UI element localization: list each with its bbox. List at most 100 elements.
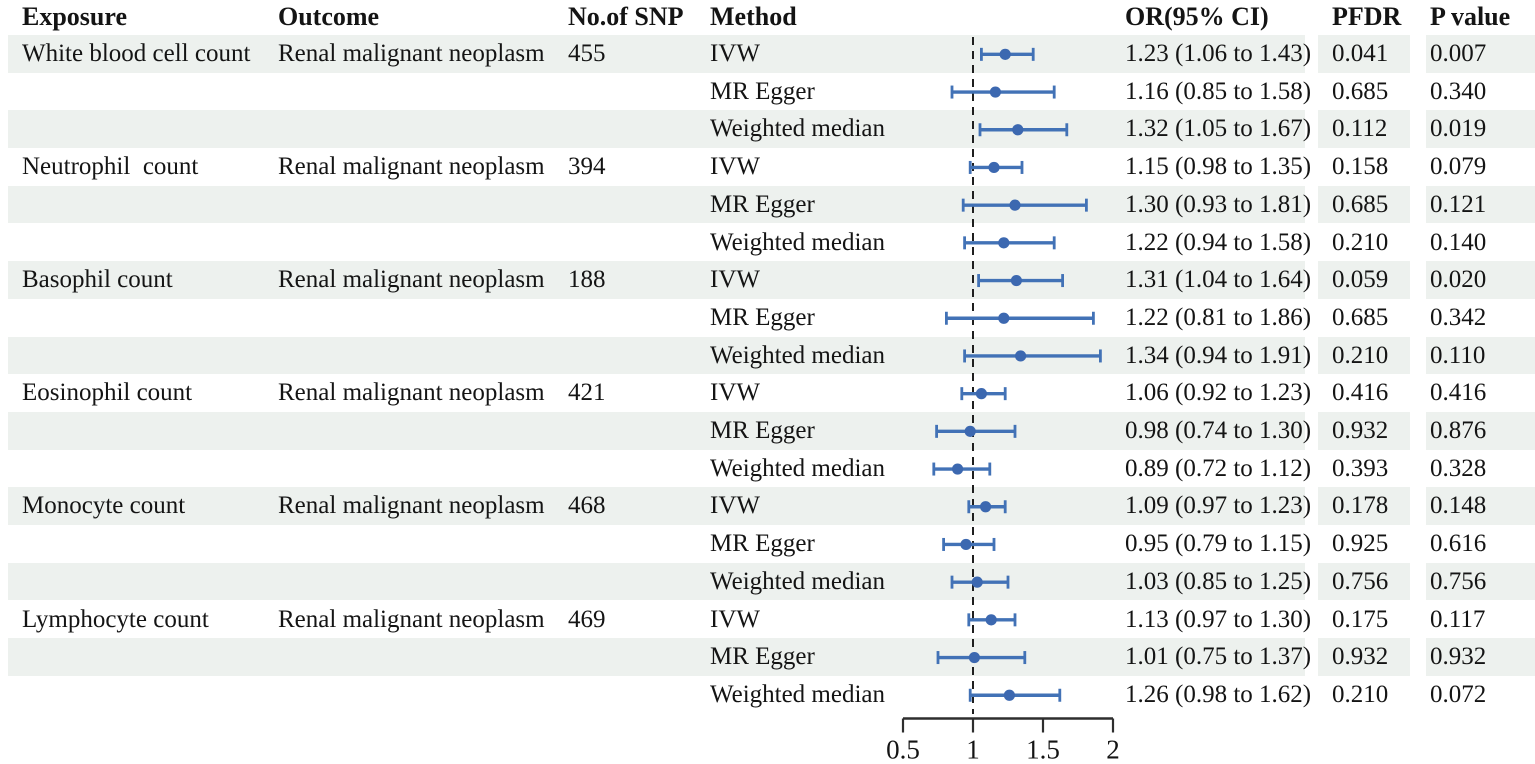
pfdr-cell: 0.059 <box>1332 266 1389 294</box>
or-ci-cell: 1.16 (0.85 to 1.58) <box>1125 77 1312 105</box>
p-value-cell: 0.110 <box>1430 341 1486 369</box>
header-p-value: P value <box>1430 2 1511 31</box>
row-stripe <box>1318 261 1410 299</box>
pfdr-cell: 0.210 <box>1332 341 1389 369</box>
p-value-cell: 0.072 <box>1430 680 1487 708</box>
pfdr-cell: 0.178 <box>1332 492 1389 520</box>
table-row: Weighted median 1.34 (0.94 to 1.91) 0.210 0… <box>0 336 1535 375</box>
pfdr-cell: 0.393 <box>1332 454 1389 482</box>
snp-count-cell: 394 <box>568 153 606 181</box>
table-row: White blood cell count Renal malignant ne… <box>0 35 1535 73</box>
table-row: Weighted median 1.26 (0.98 to 1.62) 0.210 0… <box>0 676 1535 714</box>
p-value-cell: 0.876 <box>1430 417 1487 444</box>
method-cell: IVW <box>710 379 760 407</box>
p-value-cell: 0.756 <box>1430 567 1487 595</box>
row-stripe <box>1426 261 1535 299</box>
exposure-cell: Lymphocyte count <box>22 605 209 633</box>
header-or-95ci: OR(95% CI) <box>1125 2 1269 31</box>
or-ci-cell: 0.98 (0.74 to 1.30) <box>1125 417 1312 444</box>
table-row: MR Egger 1.30 (0.93 to 1.81) 0.685 0.121 <box>0 185 1535 224</box>
row-stripe <box>8 110 1305 149</box>
p-value-cell: 0.340 <box>1430 77 1487 105</box>
p-value-cell: 0.616 <box>1430 530 1487 558</box>
pfdr-cell: 0.932 <box>1332 417 1389 444</box>
snp-count-cell: 469 <box>568 605 606 633</box>
method-cell: Weighted median <box>710 680 886 708</box>
p-value-cell: 0.020 <box>1430 266 1487 294</box>
row-stripe <box>1318 336 1410 375</box>
or-ci-cell: 1.26 (0.98 to 1.62) <box>1125 680 1312 708</box>
p-value-cell: 0.416 <box>1430 379 1487 407</box>
exposure-cell: Eosinophil count <box>22 379 193 407</box>
pfdr-cell: 0.041 <box>1332 40 1389 67</box>
method-cell: Weighted median <box>710 115 886 143</box>
row-stripe <box>1318 487 1410 526</box>
p-value-cell: 0.079 <box>1430 153 1487 181</box>
p-value-cell: 0.019 <box>1430 115 1487 143</box>
row-stripe <box>8 35 1305 73</box>
table-row: Weighted median 1.03 (0.85 to 1.25) 0.756 0… <box>0 562 1535 601</box>
pfdr-cell: 0.175 <box>1332 605 1389 633</box>
outcome-cell: Renal malignant neoplasm <box>278 605 545 633</box>
method-cell: IVW <box>710 153 760 181</box>
row-stripe <box>8 562 1305 601</box>
or-ci-cell: 0.89 (0.72 to 1.12) <box>1125 454 1312 482</box>
p-value-cell: 0.932 <box>1430 643 1487 671</box>
row-stripe <box>8 261 1305 299</box>
header-method: Method <box>710 2 797 31</box>
method-cell: IVW <box>710 492 760 520</box>
exposure-cell: White blood cell count <box>22 40 251 67</box>
p-value-cell: 0.148 <box>1430 492 1487 520</box>
or-ci-cell: 1.09 (0.97 to 1.23) <box>1125 492 1312 520</box>
pfdr-cell: 0.685 <box>1332 77 1389 105</box>
table-row: Lymphocyte count Renal malignant neoplasm… <box>0 601 1535 639</box>
table-row: Weighted median 1.22 (0.94 to 1.58) 0.210 0… <box>0 224 1535 262</box>
p-value-cell: 0.342 <box>1430 303 1487 331</box>
exposure-cell: Basophil count <box>22 266 173 294</box>
table-row: Basophil count Renal malignant neoplasm 18… <box>0 261 1535 299</box>
row-stripe <box>1318 35 1410 73</box>
table-row: Weighted median 0.89 (0.72 to 1.12) 0.393 0… <box>0 450 1535 488</box>
p-value-cell: 0.328 <box>1430 454 1487 482</box>
row-stripe <box>1318 185 1410 224</box>
or-ci-cell: 1.32 (1.05 to 1.67) <box>1125 115 1312 143</box>
or-ci-cell: 1.22 (0.81 to 1.86) <box>1125 303 1312 331</box>
row-stripe <box>1426 35 1535 73</box>
or-ci-cell: 1.22 (0.94 to 1.58) <box>1125 228 1312 256</box>
or-ci-cell: 1.01 (0.75 to 1.37) <box>1125 643 1312 671</box>
p-value-cell: 0.117 <box>1430 605 1486 633</box>
method-cell: Weighted median <box>710 454 886 482</box>
method-cell: IVW <box>710 266 760 294</box>
row-stripe <box>1426 110 1535 149</box>
method-cell: MR Egger <box>710 643 815 671</box>
pfdr-cell: 0.932 <box>1332 643 1389 671</box>
header-outcome: Outcome <box>278 2 380 31</box>
outcome-cell: Renal malignant neoplasm <box>278 492 545 520</box>
row-stripe <box>1426 185 1535 224</box>
row-stripe <box>1426 412 1535 450</box>
outcome-cell: Renal malignant neoplasm <box>278 379 545 407</box>
row-stripe <box>8 412 1305 450</box>
snp-count-cell: 468 <box>568 492 606 520</box>
table-row: Monocyte count Renal malignant neoplasm 46… <box>0 487 1535 526</box>
exposure-cell: Monocyte count <box>22 492 186 520</box>
p-value-cell: 0.007 <box>1430 40 1487 67</box>
p-value-cell: 0.140 <box>1430 228 1487 256</box>
or-ci-cell: 1.23 (1.06 to 1.43) <box>1125 40 1312 67</box>
row-stripe <box>1426 562 1535 601</box>
method-cell: MR Egger <box>710 303 815 331</box>
row-stripe <box>8 336 1305 375</box>
table-row: MR Egger 0.98 (0.74 to 1.30) 0.932 0.876 <box>0 412 1535 450</box>
outcome-cell: Renal malignant neoplasm <box>278 266 545 294</box>
row-stripe <box>1426 638 1535 676</box>
table-row: MR Egger 1.22 (0.81 to 1.86) 0.685 0.342 <box>0 299 1535 337</box>
method-cell: MR Egger <box>710 530 815 558</box>
row-stripe <box>1426 487 1535 526</box>
or-ci-cell: 1.13 (0.97 to 1.30) <box>1125 605 1312 633</box>
method-cell: Weighted median <box>710 341 886 369</box>
table-header-row: Exposure Outcome No.of SNP Method OR(95%… <box>0 0 1535 35</box>
exposure-cell: Neutrophil count <box>22 153 199 181</box>
pfdr-cell: 0.112 <box>1332 115 1388 143</box>
